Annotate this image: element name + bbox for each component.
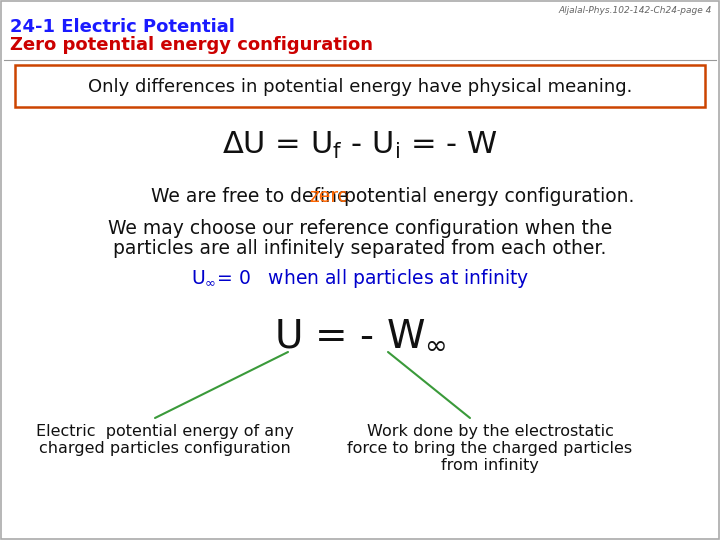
Text: We may choose our reference configuration when the: We may choose our reference configuratio… <box>108 219 612 238</box>
Text: U = - W$_\infty$: U = - W$_\infty$ <box>274 316 446 354</box>
Text: We are free to define: We are free to define <box>151 186 355 206</box>
Text: zero: zero <box>310 186 350 206</box>
Text: Only differences in potential energy have physical meaning.: Only differences in potential energy hav… <box>88 78 632 96</box>
Text: Aljalal-Phys.102-142-Ch24-page 4: Aljalal-Phys.102-142-Ch24-page 4 <box>559 6 712 15</box>
Text: 24-1 Electric Potential: 24-1 Electric Potential <box>10 18 235 36</box>
Text: Work done by the electrostatic: Work done by the electrostatic <box>366 424 613 439</box>
Text: Electric  potential energy of any: Electric potential energy of any <box>36 424 294 439</box>
Text: charged particles configuration: charged particles configuration <box>39 441 291 456</box>
Text: Zero potential energy configuration: Zero potential energy configuration <box>10 36 373 54</box>
Text: U$_\infty$= 0   when all particles at infinity: U$_\infty$= 0 when all particles at infi… <box>191 267 529 289</box>
Text: particles are all infinitely separated from each other.: particles are all infinitely separated f… <box>113 239 607 258</box>
Text: force to bring the charged particles: force to bring the charged particles <box>348 441 633 456</box>
Text: from infinity: from infinity <box>441 458 539 473</box>
Text: potential energy configuration.: potential energy configuration. <box>338 186 635 206</box>
Text: $\Delta$U = U$_\mathregular{f}$ - U$_\mathregular{i}$ = - W: $\Delta$U = U$_\mathregular{f}$ - U$_\ma… <box>222 130 498 160</box>
Bar <box>15 65 705 107</box>
